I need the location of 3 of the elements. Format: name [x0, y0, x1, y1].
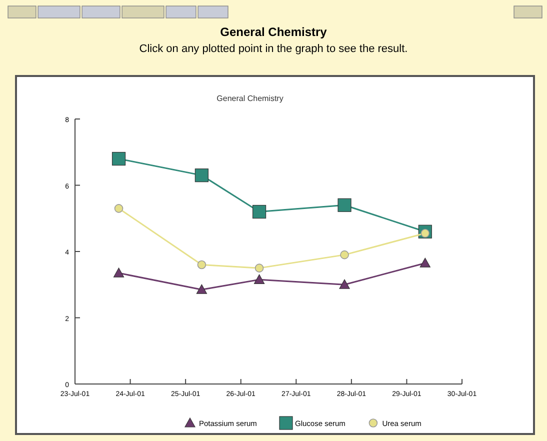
text: General Chemistry	[220, 25, 328, 39]
chart-title: General Chemistry	[216, 94, 284, 103]
chart-subtitle: Click on any plotted point in the graph to see the result.	[139, 43, 408, 55]
